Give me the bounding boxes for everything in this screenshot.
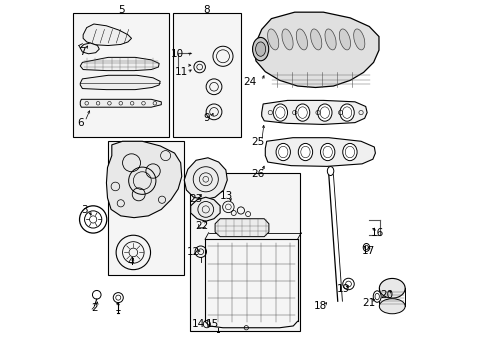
Text: 16: 16 — [370, 228, 383, 238]
Polygon shape — [265, 138, 375, 166]
Text: 17: 17 — [361, 246, 374, 256]
Ellipse shape — [379, 278, 405, 298]
Polygon shape — [261, 100, 366, 125]
Polygon shape — [80, 43, 99, 54]
Ellipse shape — [363, 243, 369, 251]
Bar — [172, 13, 241, 137]
Text: 15: 15 — [205, 319, 219, 329]
Text: 23: 23 — [189, 194, 203, 204]
Text: 22: 22 — [195, 221, 208, 231]
Ellipse shape — [345, 146, 354, 158]
Ellipse shape — [295, 104, 309, 121]
Ellipse shape — [296, 29, 307, 50]
Ellipse shape — [342, 107, 351, 118]
Ellipse shape — [342, 143, 356, 161]
Text: 9: 9 — [203, 113, 210, 123]
Ellipse shape — [320, 143, 334, 161]
Bar — [73, 13, 169, 137]
Text: 6: 6 — [77, 118, 83, 128]
Ellipse shape — [320, 107, 329, 118]
Ellipse shape — [273, 104, 287, 121]
Polygon shape — [80, 57, 159, 71]
Text: 20: 20 — [380, 291, 393, 301]
Polygon shape — [83, 24, 131, 45]
Text: 24: 24 — [243, 77, 256, 87]
Ellipse shape — [278, 146, 287, 158]
Ellipse shape — [275, 107, 285, 118]
Text: 26: 26 — [251, 168, 264, 179]
Text: 18: 18 — [313, 301, 326, 311]
Text: 4: 4 — [127, 257, 134, 267]
Ellipse shape — [317, 104, 331, 121]
Ellipse shape — [326, 167, 333, 176]
Polygon shape — [190, 197, 220, 221]
Ellipse shape — [353, 29, 364, 50]
Polygon shape — [106, 141, 182, 218]
Ellipse shape — [282, 29, 292, 50]
Ellipse shape — [297, 107, 306, 118]
Polygon shape — [184, 158, 227, 200]
Text: 11: 11 — [175, 67, 188, 77]
Text: 2: 2 — [91, 303, 98, 314]
Ellipse shape — [252, 37, 268, 61]
Ellipse shape — [323, 146, 332, 158]
Ellipse shape — [372, 291, 380, 302]
Ellipse shape — [325, 29, 335, 50]
Ellipse shape — [379, 299, 405, 314]
Polygon shape — [80, 99, 161, 107]
Text: 7: 7 — [79, 46, 85, 57]
Ellipse shape — [339, 104, 353, 121]
Text: 5: 5 — [118, 5, 124, 15]
Text: 19: 19 — [336, 284, 349, 294]
Ellipse shape — [339, 29, 350, 50]
Text: 25: 25 — [251, 138, 264, 147]
Text: 10: 10 — [170, 49, 183, 59]
Ellipse shape — [298, 143, 312, 161]
Ellipse shape — [267, 29, 278, 50]
Text: 1: 1 — [115, 303, 122, 314]
Text: 13: 13 — [220, 191, 233, 201]
Polygon shape — [80, 75, 160, 90]
Text: 14: 14 — [192, 319, 205, 329]
Ellipse shape — [276, 143, 290, 161]
Text: 3: 3 — [81, 206, 88, 216]
Ellipse shape — [255, 42, 265, 56]
Ellipse shape — [310, 29, 321, 50]
Bar — [107, 140, 184, 275]
Ellipse shape — [300, 146, 309, 158]
Polygon shape — [215, 219, 268, 237]
Text: 21: 21 — [362, 298, 375, 308]
Bar — [190, 173, 300, 330]
Polygon shape — [254, 12, 378, 87]
Text: 12: 12 — [186, 247, 200, 257]
Text: 8: 8 — [203, 5, 209, 15]
